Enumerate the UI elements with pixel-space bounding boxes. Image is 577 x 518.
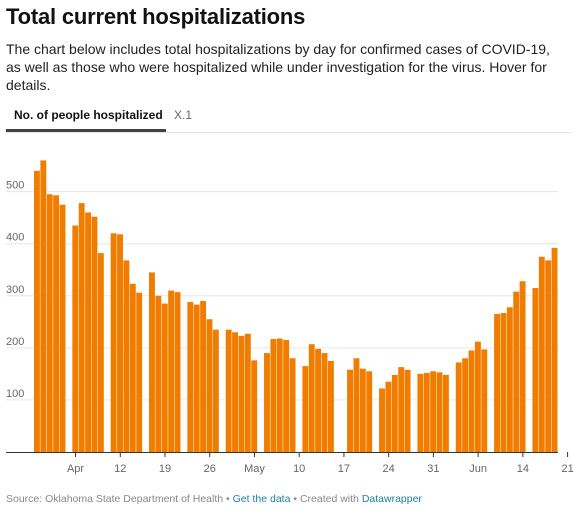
bar[interactable] — [506, 307, 513, 452]
bar[interactable] — [110, 233, 117, 452]
bar[interactable] — [174, 292, 181, 452]
bar[interactable] — [315, 348, 322, 452]
x-tick-label: 14 — [517, 463, 529, 475]
bar[interactable] — [59, 204, 66, 452]
bar[interactable] — [117, 234, 123, 452]
bar[interactable] — [161, 303, 168, 452]
y-tick-label: 400 — [6, 232, 24, 244]
x-tick-label: 12 — [114, 463, 126, 475]
bar[interactable] — [136, 292, 143, 452]
tab-x1[interactable]: X.1 — [174, 108, 193, 122]
bar[interactable] — [72, 225, 79, 453]
bar[interactable] — [404, 369, 411, 452]
bar[interactable] — [53, 195, 60, 453]
y-tick-label: 300 — [6, 284, 24, 296]
bar[interactable] — [417, 373, 424, 452]
bar[interactable] — [455, 362, 462, 452]
y-tick-label: 100 — [6, 388, 24, 400]
bar[interactable] — [398, 367, 405, 452]
bar[interactable] — [46, 194, 53, 452]
bar[interactable] — [321, 353, 328, 452]
bar[interactable] — [391, 374, 398, 452]
chart-title: Total current hospitalizations — [6, 4, 306, 29]
bar[interactable] — [462, 358, 469, 452]
bar[interactable] — [385, 381, 392, 452]
bar[interactable] — [40, 160, 47, 452]
bar[interactable] — [500, 312, 507, 452]
x-tick-label: Apr — [67, 463, 84, 475]
bar[interactable] — [532, 287, 539, 452]
bar[interactable] — [545, 260, 552, 452]
bar[interactable] — [155, 295, 162, 452]
x-tick-label: 17 — [338, 463, 350, 475]
bar[interactable] — [97, 253, 104, 452]
bar[interactable] — [302, 366, 309, 452]
bar[interactable] — [327, 360, 334, 452]
bar[interactable] — [206, 319, 213, 452]
bar[interactable] — [538, 256, 545, 452]
bar[interactable] — [244, 333, 251, 452]
footer-separator: • — [223, 493, 233, 505]
bar[interactable] — [149, 272, 155, 452]
bar[interactable] — [513, 291, 520, 452]
active-tab-indicator — [6, 129, 166, 132]
bar[interactable] — [551, 247, 558, 452]
bar[interactable] — [436, 372, 443, 452]
bar[interactable] — [442, 374, 449, 452]
source-text: Source: Oklahoma State Department of Hea… — [6, 493, 224, 505]
footer: Source: Oklahoma State Department of Hea… — [6, 493, 422, 505]
x-tick-label: Jun — [469, 463, 487, 475]
bar[interactable] — [264, 353, 270, 452]
bar[interactable] — [91, 216, 98, 452]
bar[interactable] — [238, 335, 245, 452]
y-tick-label: 500 — [6, 180, 24, 192]
y-tick-label: 200 — [6, 336, 24, 348]
x-tick-label: 19 — [159, 463, 171, 475]
x-tick-label: May — [244, 463, 265, 475]
bar[interactable] — [359, 368, 366, 452]
x-tick-label: 10 — [293, 463, 305, 475]
bar[interactable] — [123, 260, 130, 452]
get-the-data-link[interactable]: Get the data — [232, 493, 291, 505]
bar[interactable] — [519, 281, 526, 452]
bar[interactable] — [379, 388, 385, 452]
bar[interactable] — [270, 339, 277, 452]
tab-bar: No. of people hospitalized X.1 — [6, 100, 571, 133]
bar[interactable] — [212, 329, 219, 452]
bar[interactable] — [85, 212, 92, 452]
bar[interactable] — [347, 369, 354, 452]
bar[interactable] — [225, 329, 232, 452]
tab-people-hospitalized[interactable]: No. of people hospitalized — [14, 108, 163, 122]
x-tick-label: 26 — [204, 463, 216, 475]
bar[interactable] — [187, 302, 194, 452]
bar[interactable] — [481, 349, 488, 452]
bar[interactable] — [251, 360, 258, 452]
x-tick-label: 24 — [383, 463, 395, 475]
bar[interactable] — [34, 170, 40, 452]
bar[interactable] — [430, 371, 437, 452]
bar-chart: 100 200 300 400 500 Apr 12 19 26 May 10 17 24 31 Jun 14… — [6, 160, 574, 475]
datawrapper-link[interactable]: Datawrapper — [361, 493, 422, 505]
bar[interactable] — [423, 372, 430, 452]
bar[interactable] — [308, 344, 315, 452]
created-with-text: • Created with — [290, 493, 362, 505]
bar[interactable] — [474, 341, 481, 452]
bar[interactable] — [78, 203, 85, 452]
bar[interactable] — [200, 301, 207, 452]
bar[interactable] — [494, 314, 500, 452]
bar[interactable] — [276, 338, 283, 452]
bar[interactable] — [283, 340, 290, 452]
bar[interactable] — [366, 371, 373, 452]
bar[interactable] — [289, 358, 296, 452]
bar[interactable] — [468, 350, 475, 452]
chart-description: The chart below includes total hospitali… — [6, 41, 550, 93]
bar[interactable] — [232, 332, 238, 452]
bar[interactable] — [353, 358, 360, 452]
bar[interactable] — [168, 290, 175, 452]
bar[interactable] — [129, 283, 136, 452]
x-tick-label: 21 — [561, 463, 573, 475]
x-tick-label: 31 — [427, 463, 439, 475]
bar[interactable] — [193, 304, 200, 452]
